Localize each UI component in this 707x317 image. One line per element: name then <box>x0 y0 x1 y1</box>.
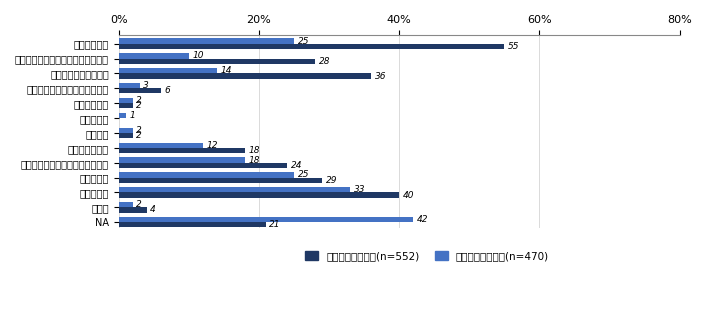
Text: 42: 42 <box>416 215 428 224</box>
Text: 21: 21 <box>269 220 281 229</box>
Text: 24: 24 <box>291 161 302 170</box>
Bar <box>119 103 133 108</box>
Text: 28: 28 <box>319 57 330 66</box>
Bar <box>119 163 287 168</box>
Text: 33: 33 <box>354 185 365 194</box>
Bar <box>119 148 245 153</box>
Text: 2: 2 <box>136 200 142 209</box>
Text: 29: 29 <box>325 176 337 185</box>
Bar <box>119 192 399 197</box>
Text: 12: 12 <box>206 141 218 150</box>
Bar <box>119 44 504 49</box>
Bar <box>119 74 371 79</box>
Text: 1: 1 <box>129 111 135 120</box>
Text: 40: 40 <box>403 191 414 199</box>
Text: 14: 14 <box>221 66 232 75</box>
Text: 25: 25 <box>298 171 309 179</box>
Bar <box>119 178 322 183</box>
Bar <box>119 83 140 88</box>
Text: 4: 4 <box>151 205 156 214</box>
Text: 18: 18 <box>248 146 260 155</box>
Bar <box>119 172 294 178</box>
Bar <box>119 128 133 133</box>
Text: 36: 36 <box>375 72 386 81</box>
Text: 2: 2 <box>136 101 142 110</box>
Bar <box>119 187 350 192</box>
Bar <box>119 202 133 207</box>
Bar <box>119 98 133 103</box>
Bar <box>119 68 217 74</box>
Bar <box>119 133 133 138</box>
Bar <box>119 38 294 44</box>
Text: 2: 2 <box>136 96 142 105</box>
Bar <box>119 143 203 148</box>
Bar <box>119 217 413 222</box>
Legend: 事件から１年以内(n=552), 事件から１年以降(n=470): 事件から１年以内(n=552), 事件から１年以降(n=470) <box>301 247 553 266</box>
Bar <box>119 53 189 59</box>
Text: 6: 6 <box>164 87 170 95</box>
Text: 3: 3 <box>144 81 149 90</box>
Bar <box>119 113 126 118</box>
Bar <box>119 88 160 94</box>
Bar <box>119 222 266 227</box>
Bar <box>119 59 315 64</box>
Text: 25: 25 <box>298 36 309 46</box>
Bar <box>119 158 245 163</box>
Text: 10: 10 <box>192 51 204 61</box>
Text: 2: 2 <box>136 131 142 140</box>
Text: 55: 55 <box>508 42 520 51</box>
Text: 18: 18 <box>248 156 260 165</box>
Text: 2: 2 <box>136 126 142 135</box>
Bar <box>119 207 147 212</box>
